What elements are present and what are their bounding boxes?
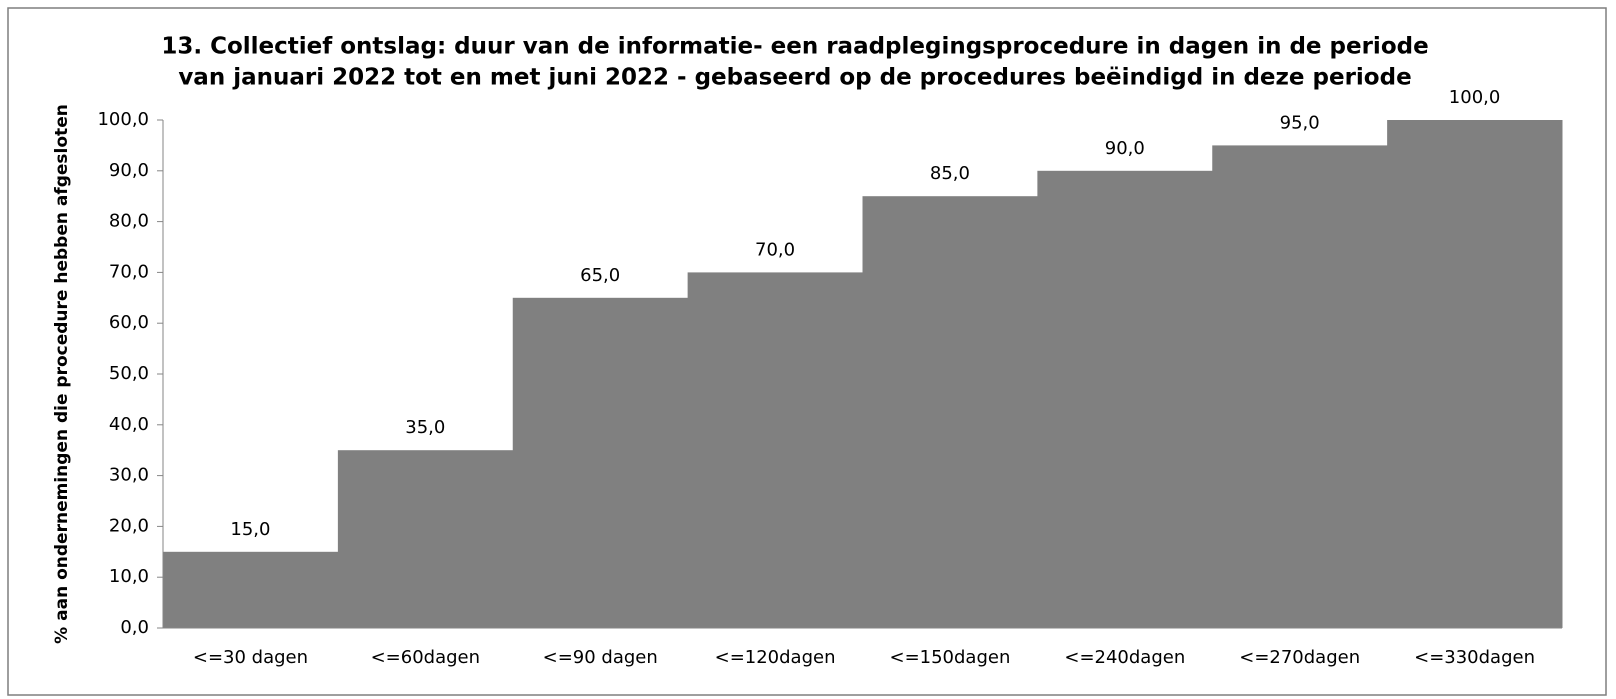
x-tick-label: <=150dagen [889, 647, 1010, 668]
y-axis-label: % aan ondernemingen die procedure hebben… [52, 104, 72, 644]
x-tick-label: <=60dagen [371, 647, 480, 668]
x-tick-label: <=120dagen [715, 647, 836, 668]
y-tick-label: 90,0 [109, 160, 149, 181]
chart-title: van januari 2022 tot en met juni 2022 - … [178, 65, 1411, 91]
chart-title: 13. Collectief ontslag: duur van de info… [161, 34, 1428, 60]
data-label: 65,0 [580, 265, 620, 286]
y-tick-label: 30,0 [109, 465, 149, 486]
y-tick-label: 10,0 [109, 566, 149, 587]
data-label: 85,0 [930, 163, 970, 184]
x-tick-label: <=30 dagen [193, 647, 308, 668]
y-tick-label: 20,0 [109, 515, 149, 536]
y-tick-label: 60,0 [109, 312, 149, 333]
x-tick-label: <=270dagen [1239, 647, 1360, 668]
bar [337, 450, 514, 628]
data-label: 70,0 [755, 239, 795, 260]
data-label: 35,0 [405, 417, 445, 438]
y-tick-label: 80,0 [109, 211, 149, 232]
y-tick-label: 50,0 [109, 363, 149, 384]
data-label: 90,0 [1105, 138, 1145, 159]
x-tick-label: <=240dagen [1064, 647, 1185, 668]
data-label: 95,0 [1280, 112, 1320, 133]
x-tick-label: <=90 dagen [543, 647, 658, 668]
bar [163, 551, 339, 628]
y-tick-label: 40,0 [109, 414, 149, 435]
data-label: 15,0 [230, 519, 270, 540]
x-tick-label: <=330dagen [1414, 647, 1535, 668]
bar [687, 272, 863, 628]
bar [1037, 170, 1213, 629]
y-tick-label: 70,0 [109, 261, 149, 282]
bar [1212, 145, 1388, 628]
bar [1387, 120, 1563, 628]
bar [862, 196, 1038, 628]
y-tick-label: 100,0 [97, 109, 149, 130]
data-label: 100,0 [1449, 87, 1501, 108]
bar [512, 297, 689, 628]
y-tick-label: 0,0 [120, 617, 149, 638]
